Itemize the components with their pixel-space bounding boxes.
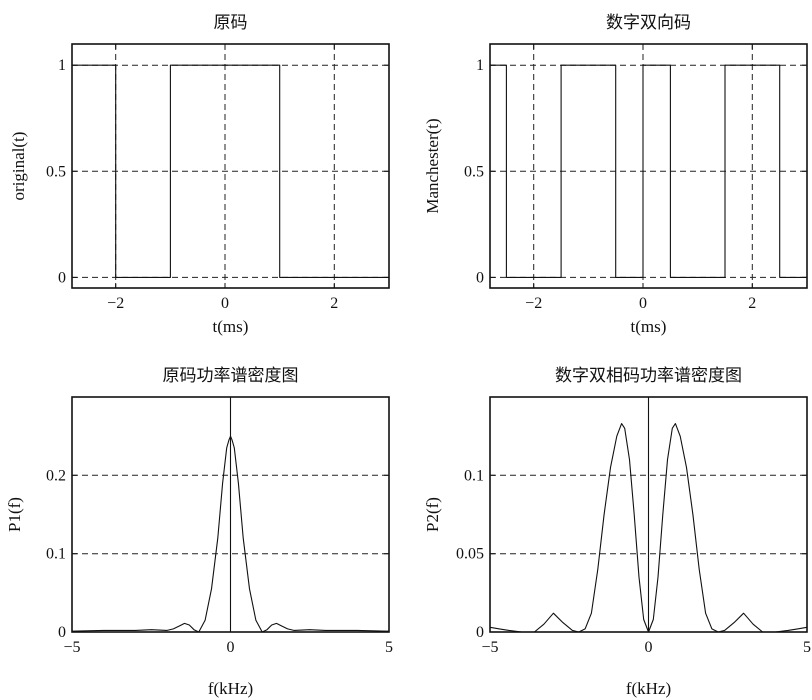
- y-tick-label: 0.2: [46, 467, 66, 484]
- x-axis-label: f(kHz): [626, 679, 671, 698]
- x-tick-label: −2: [107, 295, 124, 312]
- y-tick-label: 0: [58, 269, 66, 286]
- y-tick-label: 0: [58, 624, 66, 641]
- y-tick-label: 1: [58, 57, 66, 74]
- chart-panel-original: −2 0 2 0 0.5 1 原码 t(ms) original(t): [9, 13, 390, 336]
- plot-frame: [489, 43, 808, 289]
- x-tick-label: −5: [63, 639, 80, 656]
- x-tick-label: 2: [748, 295, 756, 312]
- y-axis-label: P2(f): [423, 497, 442, 532]
- x-axis-label: f(kHz): [208, 679, 253, 698]
- x-tick-label: 0: [645, 639, 653, 656]
- chart-title: 原码: [214, 13, 248, 33]
- x-tick-label: 2: [330, 295, 338, 312]
- x-axis-label: t(ms): [631, 317, 667, 336]
- y-axis-label: original(t): [9, 132, 28, 201]
- y-tick-label: 0.5: [46, 163, 66, 180]
- series-line: [490, 64, 807, 278]
- y-tick-label: 0: [476, 269, 484, 286]
- x-tick-label: 5: [385, 639, 393, 656]
- chart-title: 数字双向码: [606, 13, 691, 33]
- x-tick-label: 0: [639, 295, 647, 312]
- x-tick-label: −2: [525, 295, 542, 312]
- x-tick-label: −5: [481, 639, 498, 656]
- chart-title: 数字双相码功率谱密度图: [555, 366, 742, 386]
- y-tick-label: 0.1: [464, 467, 484, 484]
- x-axis-label: t(ms): [213, 317, 249, 336]
- y-tick-label: 0.1: [46, 546, 66, 563]
- chart-panel-manchester: −2 0 2 0 0.5 1 数字双向码 t(ms) Manchester(t): [423, 13, 808, 336]
- series-line: [72, 64, 389, 278]
- x-tick-label: 0: [227, 639, 235, 656]
- y-axis-label: P1(f): [5, 497, 24, 532]
- y-tick-label: 1: [476, 57, 484, 74]
- plot-frame: [71, 43, 390, 289]
- y-tick-label: 0: [476, 624, 484, 641]
- x-tick-label: 5: [803, 639, 811, 656]
- chart-title: 原码功率谱密度图: [163, 366, 299, 386]
- y-tick-label: 0.05: [456, 546, 484, 563]
- x-tick-label: 0: [221, 295, 229, 312]
- y-tick-label: 0.5: [464, 163, 484, 180]
- y-axis-label: Manchester(t): [423, 118, 442, 213]
